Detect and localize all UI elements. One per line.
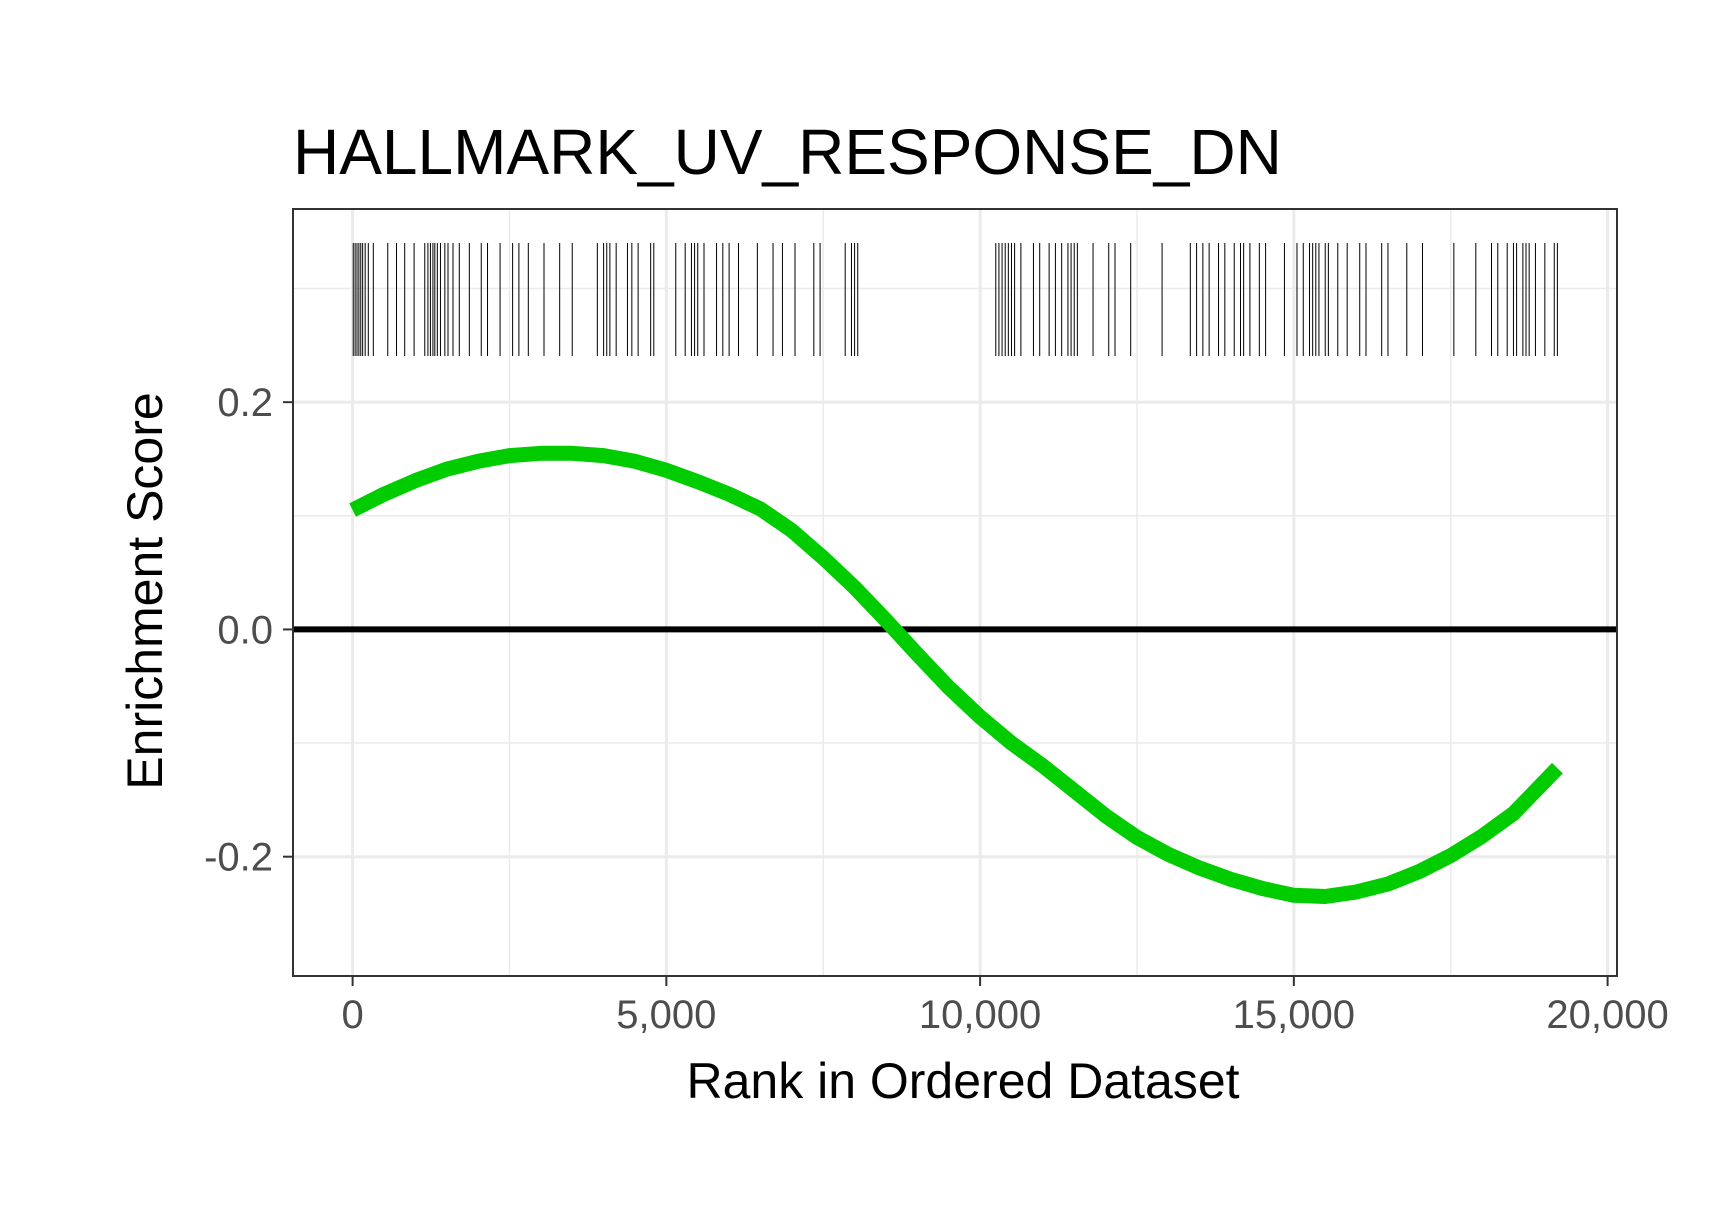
x-tick-label: 0: [341, 993, 363, 1037]
y-tick-label: -0.2: [204, 836, 273, 880]
y-tick-label: 0.0: [217, 608, 273, 652]
x-tick-label: 15,000: [1233, 993, 1355, 1037]
x-tick-label: 10,000: [919, 993, 1041, 1037]
y-axis-ticks: -0.2 0.0 0.2: [204, 381, 293, 880]
minor-gridlines: [293, 209, 1617, 976]
y-axis-label: Enrichment Score: [117, 392, 173, 789]
x-tick-label: 5,000: [616, 993, 716, 1037]
panel-border: [292, 208, 1618, 977]
gene-hit-rug: [352, 243, 1558, 356]
x-axis-label: Rank in Ordered Dataset: [686, 1053, 1239, 1109]
x-axis-ticks: 0 5,000 10,000 15,000 20,000: [341, 976, 1669, 1037]
chart-title: HALLMARK_UV_RESPONSE_DN: [293, 116, 1282, 188]
enrichment-score-curve: [349, 445, 1563, 904]
y-tick-label: 0.2: [217, 381, 273, 425]
x-tick-label: 20,000: [1546, 993, 1668, 1037]
